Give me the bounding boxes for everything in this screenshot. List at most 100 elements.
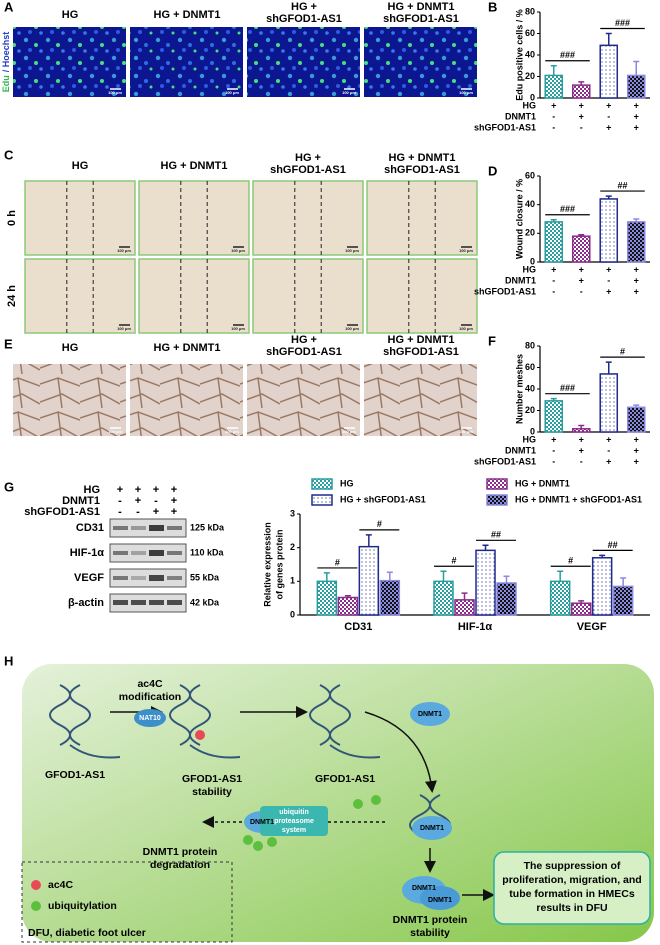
- condition-sign: -: [580, 286, 583, 296]
- condition-sign: +: [606, 122, 611, 132]
- condition-name: DNMT1: [505, 275, 536, 285]
- bar: [496, 582, 517, 616]
- legend-label: ac4C: [48, 879, 74, 891]
- bar: [599, 198, 619, 263]
- y-tick-label: 60: [525, 362, 535, 372]
- condition-name: shGFOD1-AS1: [474, 286, 536, 296]
- outcome-label: results in DFU: [536, 902, 607, 914]
- condition-sign: +: [579, 445, 584, 455]
- diagram-label: GFOD1-AS1: [45, 769, 105, 781]
- y-axis-label: Wound closure / %: [514, 179, 524, 259]
- condition-name: shGFOD1-AS1: [474, 456, 536, 466]
- condition-sign: +: [606, 456, 611, 466]
- size-label: 55 kDa: [190, 572, 220, 582]
- legend-ac4c: [31, 880, 41, 890]
- condition-sign: -: [580, 456, 583, 466]
- group-label: shGFOD1-AS1: [270, 164, 346, 176]
- significance-label: #: [377, 519, 382, 529]
- y-tick-label: 20: [525, 228, 535, 238]
- diagram-label: ac4C: [137, 678, 163, 690]
- scale-bar-label: 100 μm: [459, 90, 473, 95]
- x-tick-label: VEGF: [577, 621, 607, 633]
- outcome-label: The suppression of: [524, 860, 621, 872]
- ubiquitin-dots: [243, 795, 381, 851]
- y-axis-label: Edu positive cells / %: [514, 9, 524, 101]
- legend-box: [21, 861, 233, 943]
- legend-swatch: [486, 478, 508, 490]
- group-label: HG +: [291, 334, 317, 346]
- bar: [626, 221, 646, 263]
- group-label: shGFOD1-AS1: [383, 346, 459, 358]
- ups-label: ubiquitin: [279, 809, 309, 816]
- micrograph: [364, 364, 477, 436]
- y-tick-label: 60: [525, 170, 535, 180]
- error-bar: [482, 544, 489, 551]
- error-bar: [578, 424, 585, 429]
- scale-bar-label: 100 μm: [231, 248, 245, 253]
- outcome-label: proliferation, migration, and: [502, 874, 641, 886]
- condition-sign: +: [634, 264, 639, 274]
- scale-bar-label: 100 μm: [459, 429, 473, 434]
- significance-label: ##: [608, 540, 618, 550]
- legend-label: HG + shGFOD1-AS1: [340, 494, 426, 504]
- bar: [358, 545, 380, 616]
- group-label: HG +: [291, 1, 317, 13]
- group-label: HG: [62, 342, 79, 354]
- panel-letter: D: [488, 163, 497, 178]
- bar: [544, 74, 564, 99]
- y-tick-label: 20: [525, 405, 535, 415]
- diagram-label: GFOD1-AS1: [182, 773, 242, 785]
- y-tick-label: 60: [525, 28, 535, 38]
- condition-name: shGFOD1-AS1: [24, 506, 100, 518]
- error-bar: [550, 65, 557, 76]
- condition-name: DNMT1: [62, 495, 100, 507]
- scale-bar-label: 100 μm: [108, 90, 122, 95]
- panel-letter: G: [4, 479, 14, 494]
- condition-sign: -: [552, 456, 555, 466]
- micrograph: [130, 364, 243, 436]
- micrograph: [130, 27, 243, 97]
- dnmt1-label: DNMT1: [428, 897, 452, 904]
- group-label: shGFOD1-AS1: [384, 164, 460, 176]
- legend-swatch: [311, 494, 333, 506]
- condition-name: HG: [523, 434, 537, 444]
- condition-name: DNMT1: [505, 445, 536, 455]
- bar: [316, 580, 338, 616]
- micrograph: [247, 27, 360, 97]
- condition-sign: +: [579, 434, 584, 444]
- condition-sign: +: [606, 286, 611, 296]
- group-label: HG + DNMT1: [389, 152, 456, 164]
- error-bar: [440, 570, 447, 582]
- scale-bar-label: 100 μm: [345, 326, 359, 331]
- x-tick-label: HIF-1α: [458, 621, 493, 633]
- error-bar: [578, 600, 585, 604]
- protein-label: HIF-1α: [70, 547, 105, 559]
- condition-sign: +: [634, 286, 639, 296]
- micrograph: [247, 364, 360, 436]
- condition-sign: +: [135, 495, 141, 507]
- condition-sign: +: [171, 484, 177, 496]
- condition-sign: +: [171, 495, 177, 507]
- condition-sign: +: [551, 100, 556, 110]
- micrograph: [366, 180, 478, 256]
- group-label: HG + DNMT1: [388, 1, 455, 13]
- group-label: HG + DNMT1: [154, 9, 221, 21]
- significance-label: ###: [560, 383, 575, 393]
- significance-label: #: [568, 556, 573, 566]
- condition-sign: +: [634, 445, 639, 455]
- legend-label: HG: [340, 478, 354, 488]
- condition-sign: -: [118, 495, 122, 507]
- y-tick-label: 0: [530, 256, 535, 266]
- scale-bar-label: 100 μm: [459, 248, 473, 253]
- ups-label: proteasome: [274, 818, 314, 825]
- significance-label: #: [620, 347, 625, 357]
- scale-bar-label: 100 μm: [117, 326, 131, 331]
- protein-label: VEGF: [74, 572, 104, 584]
- dnmt1-label: DNMT1: [250, 819, 274, 826]
- y-tick-label: 3: [290, 508, 295, 518]
- condition-sign: +: [153, 506, 159, 518]
- error-bar: [578, 234, 585, 237]
- abbreviation: DFU, diabetic foot ulcer: [28, 927, 146, 939]
- panel-letter: E: [4, 336, 13, 351]
